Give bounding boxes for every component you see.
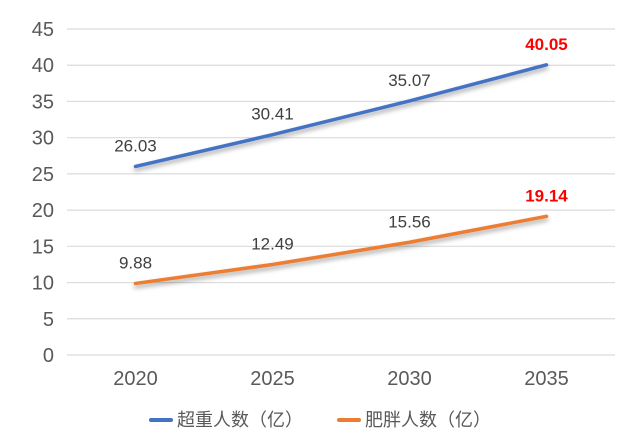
overweight-data-label: 30.41 — [251, 105, 294, 124]
x-tick-label: 2035 — [524, 368, 569, 390]
obese-data-label: 15.56 — [388, 212, 431, 231]
legend-marker-line-overweight — [149, 418, 173, 422]
y-tick-label: 40 — [32, 55, 54, 77]
obese-data-label: 9.88 — [119, 253, 152, 272]
legend-label-obese: 肥胖人数（亿） — [365, 410, 491, 430]
overweight-series-line — [133, 63, 549, 169]
overweight-data-label: 40.05 — [525, 35, 568, 54]
y-tick-label: 20 — [32, 200, 54, 222]
legend-label-overweight: 超重人数（亿） — [177, 410, 303, 430]
obese-data-label: 19.14 — [525, 186, 568, 205]
y-tick-label: 10 — [32, 273, 54, 295]
overweight-data-label: 35.07 — [388, 71, 431, 90]
overweight-data-label: 26.03 — [114, 136, 157, 155]
x-tick-label: 2020 — [113, 368, 158, 390]
y-tick-label: 0 — [43, 345, 54, 367]
y-tick-label: 15 — [32, 236, 54, 258]
legend-marker-line-obese — [337, 418, 361, 422]
x-tick-label: 2025 — [250, 368, 295, 390]
y-tick-label: 5 — [43, 309, 54, 331]
y-tick-label: 45 — [32, 19, 54, 41]
x-tick-label: 2030 — [387, 368, 432, 390]
obese-series-line — [133, 214, 549, 286]
legend-item-obese: 肥胖人数（亿） — [337, 411, 491, 429]
y-tick-label: 30 — [32, 128, 54, 150]
y-tick-label: 25 — [32, 164, 54, 186]
obese-data-label: 12.49 — [251, 235, 294, 254]
y-tick-label: 35 — [32, 91, 54, 113]
chart-legend: 超重人数（亿） 肥胖人数（亿） — [0, 403, 640, 437]
legend-item-overweight: 超重人数（亿） — [149, 411, 303, 429]
